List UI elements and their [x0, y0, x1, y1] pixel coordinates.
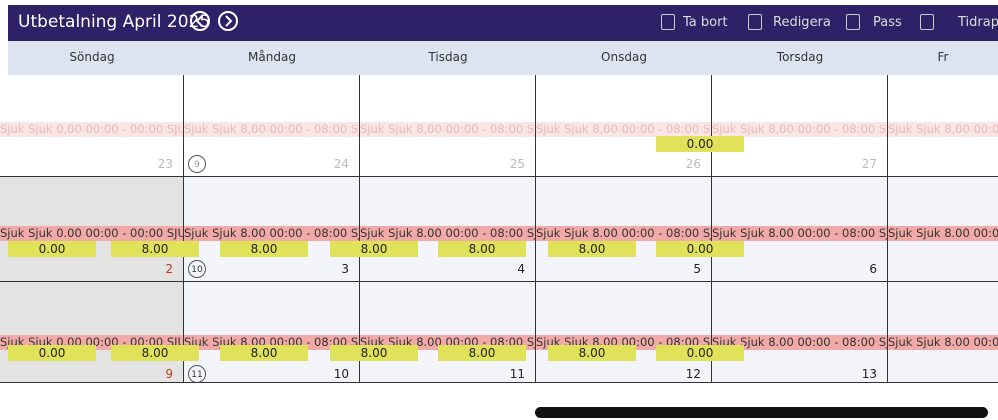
day-cell[interactable]: Sjuk Sjuk 8.00 00:00 - 08:00 SJUK 4 — [360, 177, 536, 282]
day-cell[interactable]: Sjuk Sjuk 8,00 00:00 - 08:00 SJUK — [888, 75, 998, 177]
day-cell[interactable]: Sjuk Sjuk 8.00 00:00 - 08:00 SJUK 3 10 — [184, 177, 360, 282]
absence-entry: Sjuk Sjuk 0.00 00:00 - 00:00 SJUK — [0, 226, 183, 241]
day-name: Torsdag — [776, 50, 824, 64]
day-header: Söndag Måndag Tisdag Onsdag Torsdag Fr — [8, 41, 998, 76]
day-cell[interactable]: Sjuk Sjuk 8,00 00:00 - 08:00 SJUK 27 — [712, 75, 888, 177]
day-total: 8.00 — [220, 241, 308, 257]
tool-icon[interactable] — [661, 14, 675, 30]
day-number: 25 — [509, 157, 525, 171]
day-number: 9 — [165, 367, 173, 381]
tool-icon[interactable] — [920, 14, 934, 30]
day-total: 8.00 — [548, 345, 636, 361]
day-cell[interactable]: Sjuk Sjuk 8,00 00:00 - 08:00 SJUK 26 — [536, 75, 712, 177]
tool-button[interactable]: Pass — [873, 15, 902, 30]
day-name: Söndag — [69, 50, 115, 64]
day-number: 12 — [685, 367, 701, 381]
day-total: 8.00 — [330, 241, 418, 257]
top-bar: Utbetalning April 2025 Ta bort Redigera Pa… — [8, 5, 998, 41]
day-total: 0.00 — [656, 241, 744, 257]
day-name: Tisdag — [428, 50, 468, 64]
day-number: 26 — [685, 157, 701, 171]
prev-button[interactable] — [190, 11, 210, 31]
day-cell[interactable]: Sjuk Sjuk 8.00 00:00 - 08:00 SJUK — [888, 282, 998, 383]
day-cell[interactable]: Sjuk Sjuk 0.00 00:00 - 00:00 SJUK 2 — [0, 177, 184, 282]
day-cell[interactable]: Sjuk Sjuk 8,00 00:00 - 08:00 SJUK 24 9 — [184, 75, 360, 177]
day-cell[interactable]: Sjuk Sjuk 8.00 00:00 - 08:00 SJUK 6 — [712, 177, 888, 282]
day-total: 8.00 — [438, 241, 526, 257]
absence-entry: Sjuk Sjuk 8.00 00:00 - 08:00 SJUK — [712, 335, 887, 350]
day-total: 8.00 — [438, 345, 526, 361]
day-cell[interactable]: Sjuk Sjuk 0,00 00:00 - 00:00 SJUK 23 — [0, 75, 184, 177]
day-total: 0.00 — [656, 136, 744, 152]
day-number: 2 — [165, 262, 173, 276]
day-cell[interactable]: Sjuk Sjuk 8,00 00:00 - 08:00 SJUK 25 — [360, 75, 536, 177]
day-cell[interactable]: Sjuk Sjuk 8.00 00:00 - 08:00 SJUK 13 — [712, 282, 888, 383]
day-number: 11 — [509, 367, 525, 381]
tool-button[interactable]: Tidrapp — [958, 15, 998, 30]
day-total: 0.00 — [656, 345, 744, 361]
absence-entry: Sjuk Sjuk 8.00 00:00 - 08:00 SJUK — [888, 335, 998, 350]
absence-entry: Sjuk Sjuk 8.00 00:00 - 08:00 SJUK — [536, 226, 711, 241]
week-number: 10 — [188, 260, 206, 278]
day-total: 8.00 — [111, 241, 199, 257]
title: Utbetalning April 2025 — [18, 12, 211, 32]
absence-entry: Sjuk Sjuk 0,00 00:00 - 00:00 SJUK — [0, 122, 183, 137]
tool-icon[interactable] — [846, 14, 860, 30]
day-number: 3 — [341, 262, 349, 276]
tool-button[interactable]: Ta bort — [683, 15, 728, 30]
week-number: 9 — [188, 155, 206, 173]
day-number: 27 — [861, 157, 877, 171]
day-cell[interactable]: Sjuk Sjuk 8.00 00:00 - 08:00 SJUK 11 — [360, 282, 536, 383]
absence-entry: Sjuk Sjuk 8,00 00:00 - 08:00 SJUK — [360, 122, 535, 137]
day-cell[interactable]: Sjuk Sjuk 8.00 00:00 - 08:00 SJUK 10 11 — [184, 282, 360, 383]
absence-entry: Sjuk Sjuk 8,00 00:00 - 08:00 SJUK — [536, 122, 711, 137]
day-total: 8.00 — [330, 345, 418, 361]
day-name: Onsdag — [601, 50, 647, 64]
day-number: 4 — [517, 262, 525, 276]
absence-entry: Sjuk Sjuk 8.00 00:00 - 08:00 SJUK — [184, 226, 359, 241]
absence-entry: Sjuk Sjuk 8,00 00:00 - 08:00 SJUK — [184, 122, 359, 137]
day-number: 5 — [693, 262, 701, 276]
day-cell[interactable]: Sjuk Sjuk 8.00 00:00 - 08:00 SJUK 12 — [536, 282, 712, 383]
day-name: Måndag — [248, 50, 296, 64]
absence-entry: Sjuk Sjuk 8.00 00:00 - 08:00 SJUK — [712, 226, 887, 241]
day-cell[interactable]: Sjuk Sjuk 8.00 00:00 - 08:00 SJUK 5 — [536, 177, 712, 282]
day-total: 8.00 — [220, 345, 308, 361]
day-number: 13 — [861, 367, 877, 381]
home-indicator — [535, 407, 988, 418]
day-total: 8.00 — [548, 241, 636, 257]
absence-entry: Sjuk Sjuk 8.00 00:00 - 08:00 SJUK — [360, 226, 535, 241]
tool-icon[interactable] — [748, 14, 762, 30]
day-number: 23 — [157, 157, 173, 171]
day-total: 0.00 — [8, 345, 96, 361]
absence-entry: Sjuk Sjuk 8,00 00:00 - 08:00 SJUK — [712, 122, 887, 137]
next-button[interactable] — [218, 11, 238, 31]
day-number: 10 — [333, 367, 349, 381]
day-number: 6 — [869, 262, 877, 276]
absence-entry: Sjuk Sjuk 8,00 00:00 - 08:00 SJUK — [888, 122, 998, 137]
day-cell[interactable]: Sjuk Sjuk 0.00 00:00 - 00:00 SJUK 9 — [0, 282, 184, 383]
absence-entry: Sjuk Sjuk 8.00 00:00 - 08:00 SJUK — [888, 226, 998, 241]
day-total: 0.00 — [8, 241, 96, 257]
day-total: 8.00 — [111, 345, 199, 361]
day-cell[interactable]: Sjuk Sjuk 8.00 00:00 - 08:00 SJUK — [888, 177, 998, 282]
week-number: 11 — [188, 365, 206, 382]
day-name: Fr — [937, 50, 949, 64]
tool-button[interactable]: Redigera — [773, 15, 831, 30]
day-number: 24 — [333, 157, 349, 171]
